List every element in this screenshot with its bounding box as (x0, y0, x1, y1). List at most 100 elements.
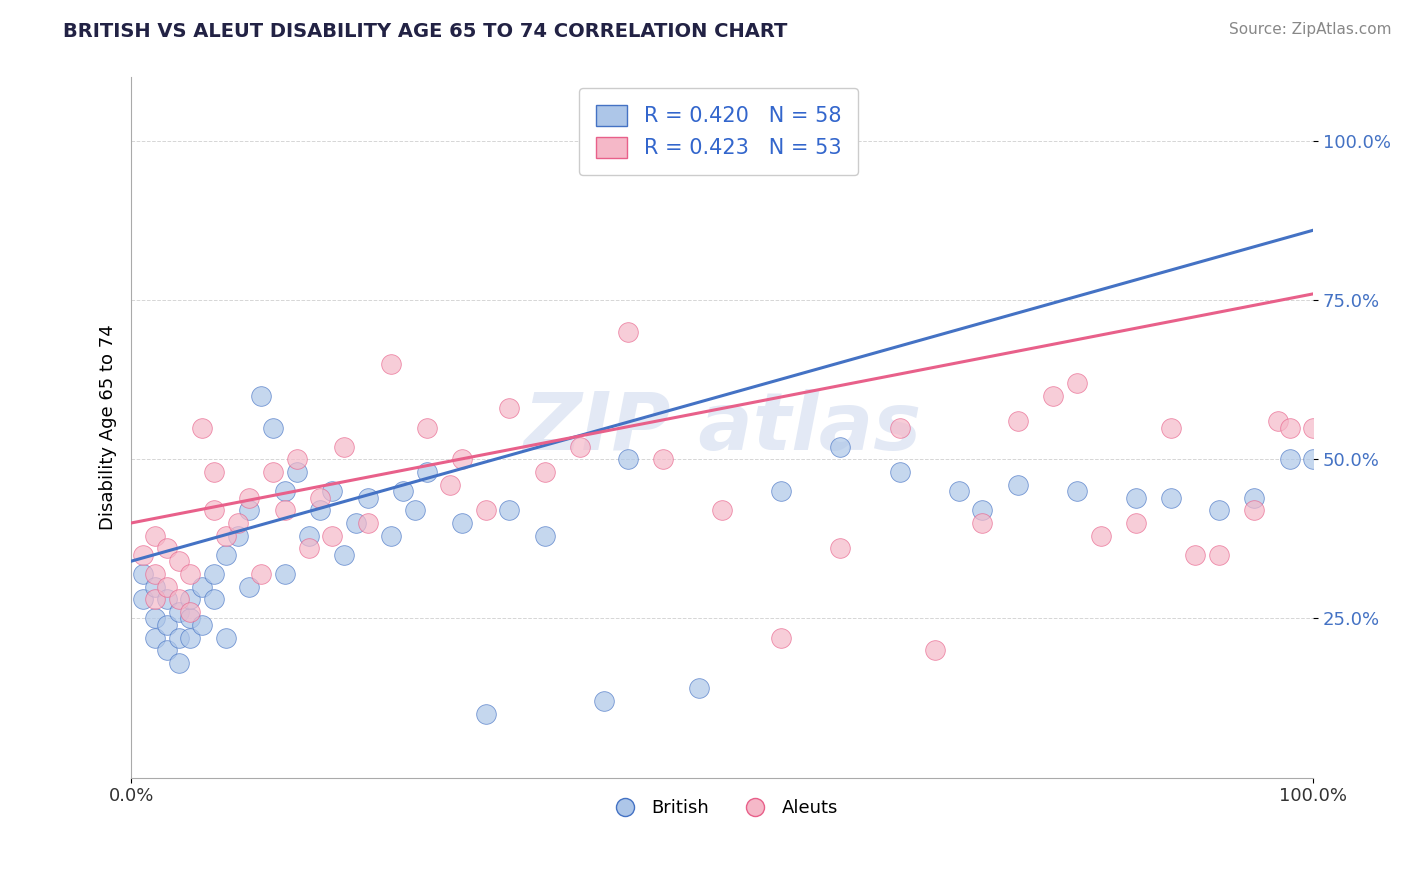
Point (309, 491, 332, 505)
Point (1267, 414, 1289, 428)
Point (238, 491, 260, 505)
Point (1243, 503, 1265, 517)
Point (498, 401, 520, 416)
Point (156, 541, 179, 556)
Point (238, 580, 260, 594)
Point (1066, 376, 1088, 390)
Point (167, 631, 190, 645)
Point (309, 503, 332, 517)
Point (156, 617, 179, 632)
Point (156, 643, 179, 657)
Point (285, 465, 308, 479)
Point (202, 592, 225, 607)
Point (344, 516, 367, 530)
Point (274, 503, 297, 517)
Point (285, 452, 308, 467)
Point (156, 580, 179, 594)
Point (770, 631, 793, 645)
Point (534, 529, 557, 543)
Point (1090, 529, 1112, 543)
Point (226, 516, 249, 530)
Point (1066, 484, 1088, 499)
Point (238, 503, 260, 517)
Point (132, 566, 155, 581)
Point (226, 529, 249, 543)
Point (179, 631, 201, 645)
Point (948, 484, 970, 499)
Point (191, 617, 214, 632)
Point (215, 529, 238, 543)
Point (711, 503, 734, 517)
Point (380, 357, 402, 371)
Point (132, 548, 155, 562)
Point (439, 477, 461, 491)
Point (1007, 477, 1029, 491)
Point (616, 325, 638, 339)
Point (143, 580, 166, 594)
Point (179, 605, 201, 619)
Point (132, 592, 155, 607)
Point (179, 611, 201, 625)
Point (143, 529, 166, 543)
Point (262, 465, 284, 479)
Point (404, 503, 426, 517)
Point (475, 503, 498, 517)
Point (475, 706, 498, 721)
Point (167, 656, 190, 670)
Point (1278, 420, 1301, 434)
Point (416, 465, 439, 479)
Point (593, 694, 616, 708)
Point (1160, 420, 1182, 434)
Point (569, 440, 592, 454)
Point (972, 516, 994, 530)
Point (1302, 420, 1324, 434)
Point (688, 681, 710, 696)
Point (1278, 452, 1301, 467)
Point (179, 566, 201, 581)
Point (143, 566, 166, 581)
Point (616, 452, 638, 467)
Point (202, 465, 225, 479)
Point (451, 516, 474, 530)
Point (924, 643, 946, 657)
Point (1243, 491, 1265, 505)
Point (321, 484, 343, 499)
Point (215, 631, 238, 645)
Point (1160, 491, 1182, 505)
Point (770, 484, 793, 499)
Point (416, 420, 439, 434)
Point (202, 566, 225, 581)
Text: BRITISH VS ALEUT DISABILITY AGE 65 TO 74 CORRELATION CHART: BRITISH VS ALEUT DISABILITY AGE 65 TO 74… (63, 22, 787, 41)
Point (972, 503, 994, 517)
Point (534, 465, 557, 479)
Point (333, 548, 356, 562)
Point (156, 592, 179, 607)
Point (297, 541, 319, 556)
Point (297, 529, 319, 543)
Point (143, 631, 166, 645)
Point (262, 420, 284, 434)
Legend: British, Aleuts: British, Aleuts (599, 792, 845, 824)
Point (380, 529, 402, 543)
Point (830, 541, 852, 556)
Point (250, 566, 273, 581)
Point (830, 440, 852, 454)
Y-axis label: Disability Age 65 to 74: Disability Age 65 to 74 (100, 325, 117, 531)
Text: ZIP atlas: ZIP atlas (523, 389, 921, 467)
Point (167, 592, 190, 607)
Point (143, 611, 166, 625)
Point (191, 420, 214, 434)
Point (191, 580, 214, 594)
Point (1208, 503, 1230, 517)
Point (392, 484, 415, 499)
Point (321, 529, 343, 543)
Point (179, 592, 201, 607)
Point (356, 516, 378, 530)
Point (167, 554, 190, 568)
Point (1208, 548, 1230, 562)
Point (356, 491, 378, 505)
Point (1125, 491, 1147, 505)
Point (333, 440, 356, 454)
Point (202, 503, 225, 517)
Point (1042, 389, 1064, 403)
